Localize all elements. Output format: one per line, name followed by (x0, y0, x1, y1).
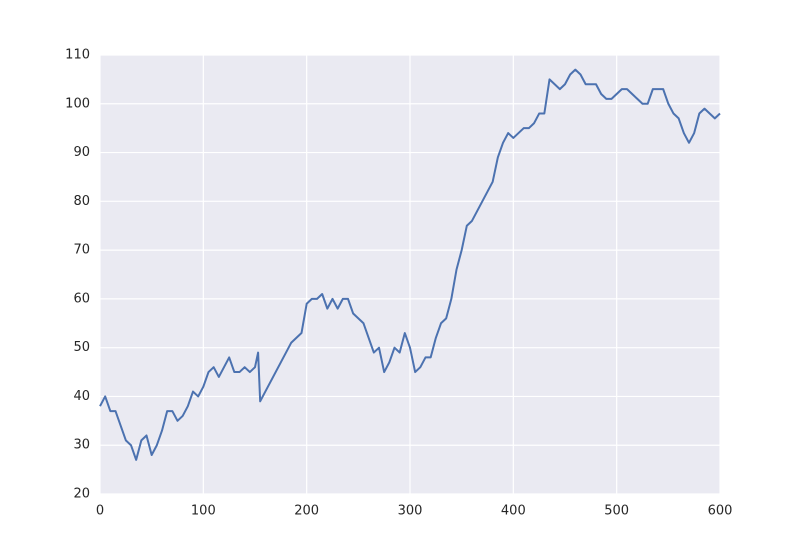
y-tick-label: 100 (65, 96, 90, 111)
y-tick-label: 110 (65, 48, 90, 63)
x-tick-label: 100 (191, 504, 216, 519)
data-line (99, 68, 721, 461)
x-tick-label: 400 (501, 504, 526, 519)
y-tick-label: 50 (73, 340, 90, 355)
y-tick-label: 30 (73, 438, 90, 453)
x-tick-label: 500 (604, 504, 629, 519)
x-tick-label: 300 (398, 504, 423, 519)
y-tick-label: 60 (73, 291, 90, 306)
y-tick-label: 70 (73, 243, 90, 258)
x-tick-label: 0 (96, 504, 104, 519)
y-tick-label: 90 (73, 145, 90, 160)
x-tick-label: 200 (294, 504, 319, 519)
y-tick-label: 80 (73, 194, 90, 209)
y-tick-label: 20 (73, 487, 90, 502)
y-tick-label: 40 (73, 389, 90, 404)
x-tick-label: 600 (708, 504, 733, 519)
